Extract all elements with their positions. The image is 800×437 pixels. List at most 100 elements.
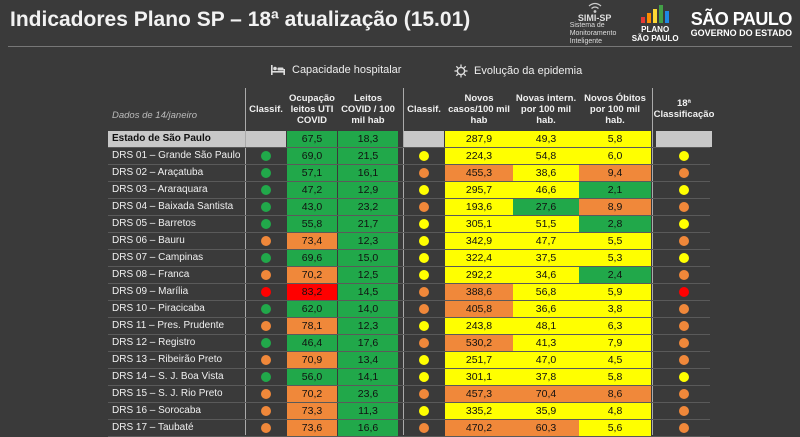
table-row: DRS 06 – Bauru 73,4 12,3 342,9 47,7 5,5 (108, 233, 710, 249)
uti-occupancy-cell: 69,0 (287, 148, 337, 164)
table-row: DRS 12 – Registro 46,4 17,6 530,2 41,3 7,9 (108, 335, 710, 351)
simi-sp-logo: SIMI-SP Sistema de Monitoramento Intelig… (570, 2, 620, 46)
new-cases-cell: 305,1 (445, 216, 513, 232)
header-classif-hospital: Classif. (249, 103, 283, 115)
yellow-status-dot (419, 372, 429, 382)
orange-status-dot (679, 270, 689, 280)
new-cases-cell: 292,2 (445, 267, 513, 283)
green-status-dot (261, 168, 271, 178)
row-divider (108, 317, 710, 318)
beds-cell: 14,5 (338, 284, 398, 300)
new-deaths-cell: 6,3 (579, 318, 651, 334)
beds-cell: 18,3 (338, 131, 398, 147)
orange-status-dot (679, 406, 689, 416)
region-name: DRS 11 – Pres. Prudente (112, 320, 225, 331)
new-cases-cell: 470,2 (445, 420, 513, 436)
orange-status-dot (679, 338, 689, 348)
table-row: DRS 05 – Barretos 55,8 21,7 305,1 51,5 2,8 (108, 216, 710, 232)
new-cases-cell: 405,8 (445, 301, 513, 317)
row-divider (108, 419, 710, 420)
sao-paulo-government-logo: SÃO PAULO GOVERNO DO ESTADO (691, 10, 793, 38)
row-divider (108, 181, 710, 182)
new-hospitalizations-cell: 49,3 (513, 131, 579, 147)
uti-occupancy-cell: 70,9 (287, 352, 337, 368)
simi-sub: Sistema de Monitoramento Inteligente (569, 22, 617, 45)
new-hospitalizations-cell: 34,6 (513, 267, 579, 283)
green-status-dot (261, 185, 271, 195)
orange-status-dot (679, 355, 689, 365)
new-hospitalizations-cell: 27,6 (513, 199, 579, 215)
orange-status-dot (679, 236, 689, 246)
orange-status-dot (419, 389, 429, 399)
new-hospitalizations-cell: 70,4 (513, 386, 579, 402)
new-cases-cell: 224,3 (445, 148, 513, 164)
yellow-status-dot (419, 219, 429, 229)
new-hospitalizations-cell: 35,9 (513, 403, 579, 419)
new-hospitalizations-cell: 51,5 (513, 216, 579, 232)
header-new-deaths: Novos Óbitos por 100 mil hab. (584, 92, 646, 126)
beds-cell: 14,0 (338, 301, 398, 317)
header-beds-per-100k: Leitos COVID / 100 mil hab (341, 92, 395, 126)
hospital-bed-icon (271, 65, 285, 75)
table-row: DRS 13 – Ribeirão Preto 70,9 13,4 251,7 47,0… (108, 352, 710, 368)
new-cases-cell: 335,2 (445, 403, 513, 419)
beds-cell: 15,0 (338, 250, 398, 266)
row-divider (108, 368, 710, 369)
yellow-status-dot (679, 372, 689, 382)
orange-status-dot (261, 423, 271, 433)
region-name: DRS 09 – Marília (112, 286, 189, 297)
green-status-dot (261, 338, 271, 348)
section-epidemic: Evolução da epidemia (454, 64, 582, 78)
virus-icon (454, 64, 468, 78)
beds-cell: 16,1 (338, 165, 398, 181)
table-row: DRS 17 – Taubaté 73,6 16,6 470,2 60,3 5,6 (108, 420, 710, 436)
uti-occupancy-cell: 57,1 (287, 165, 337, 181)
yellow-status-dot (419, 236, 429, 246)
yellow-status-dot (419, 151, 429, 161)
new-deaths-cell: 5,9 (579, 284, 651, 300)
green-status-dot (261, 151, 271, 161)
yellow-status-dot (419, 321, 429, 331)
new-cases-cell: 455,3 (445, 165, 513, 181)
new-hospitalizations-cell: 36,6 (513, 301, 579, 317)
new-deaths-cell: 5,8 (579, 369, 651, 385)
region-name: DRS 16 – Sorocaba (112, 405, 201, 416)
new-cases-cell: 287,9 (445, 131, 513, 147)
classification-blank (246, 131, 286, 147)
table-row: DRS 11 – Pres. Prudente 78,1 12,3 243,8 48,1… (108, 318, 710, 334)
yellow-status-dot (419, 270, 429, 280)
new-cases-cell: 251,7 (445, 352, 513, 368)
yellow-status-dot (419, 185, 429, 195)
row-divider (108, 402, 710, 403)
new-deaths-cell: 6,0 (579, 148, 651, 164)
region-name: DRS 15 – S. J. Rio Preto (112, 388, 223, 399)
region-name: DRS 12 – Registro (112, 337, 196, 348)
table-row: DRS 14 – S. J. Boa Vista 56,0 14,1 301,1 37,… (108, 369, 710, 385)
new-deaths-cell: 2,4 (579, 267, 651, 283)
logo-bar: SIMI-SP Sistema de Monitoramento Intelig… (570, 2, 793, 46)
orange-status-dot (419, 202, 429, 212)
new-hospitalizations-cell: 60,3 (513, 420, 579, 436)
new-hospitalizations-cell: 48,1 (513, 318, 579, 334)
new-deaths-cell: 7,9 (579, 335, 651, 351)
new-cases-cell: 322,4 (445, 250, 513, 266)
new-hospitalizations-cell: 46,6 (513, 182, 579, 198)
yellow-status-dot (419, 406, 429, 416)
orange-status-dot (679, 389, 689, 399)
orange-status-dot (419, 168, 429, 178)
new-cases-cell: 388,6 (445, 284, 513, 300)
region-name: DRS 08 – Franca (112, 269, 190, 280)
row-divider (108, 283, 710, 284)
table-row: DRS 16 – Sorocaba 73,3 11,3 335,2 35,9 4,8 (108, 403, 710, 419)
new-cases-cell: 193,6 (445, 199, 513, 215)
beds-cell: 21,5 (338, 148, 398, 164)
section-hospital-label: Capacidade hospitalar (292, 64, 402, 76)
orange-status-dot (261, 355, 271, 365)
new-hospitalizations-cell: 54,8 (513, 148, 579, 164)
section-hospital: Capacidade hospitalar (270, 64, 401, 76)
beds-cell: 23,6 (338, 386, 398, 402)
new-deaths-cell: 2,1 (579, 182, 651, 198)
new-hospitalizations-cell: 47,7 (513, 233, 579, 249)
row-divider (108, 198, 710, 199)
row-divider (108, 334, 710, 335)
